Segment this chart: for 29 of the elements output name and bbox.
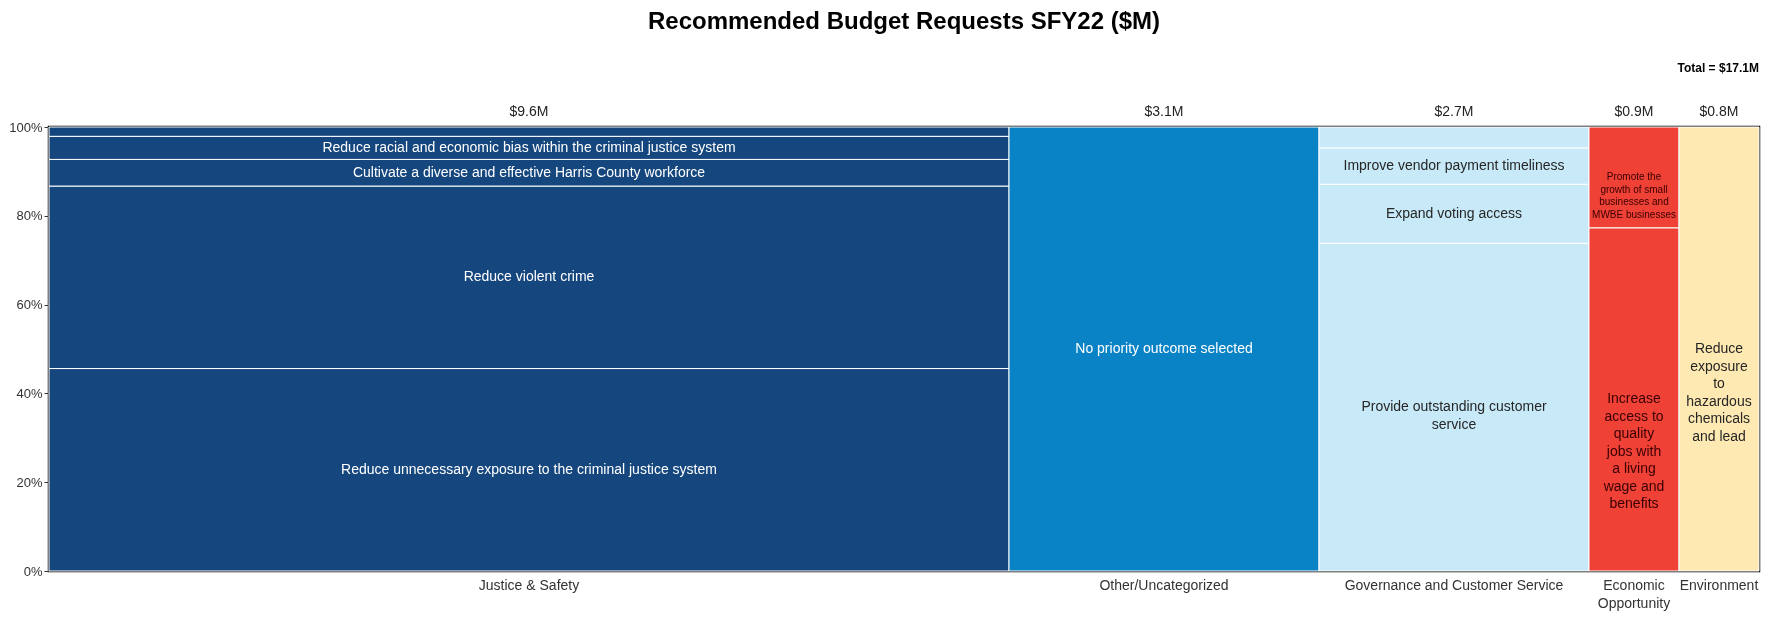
chart-title: Recommended Budget Requests SFY22 ($M) [647,7,1161,34]
x-tick-label: Economic Opportunity [1597,577,1671,611]
series-label: Expand voting access [1385,204,1523,221]
series-label: Reduce unnecessary exposure to the criminal justice system [341,460,717,477]
x-tick-label: Environment [1679,577,1759,593]
x-tick-label: Other/Uncategorized [1099,577,1229,593]
x-tick-label: Justice & Safety [478,577,580,593]
series-label: Reduce racial and economic bias within the criminal justice system [322,138,736,155]
y-tick-label: 80% [16,208,43,224]
x-tick-label: Governance and Customer Service [1344,577,1564,593]
series-label: Provide outstanding customer service [1361,398,1547,432]
series-label: Reduce exposure to hazardous chemicals and lead [1686,340,1752,444]
series-label: Reduce violent crime [463,268,595,285]
y-tick-label: 20% [16,474,43,490]
text: Total = $17.1M [1677,61,1759,75]
y-tick-label: 40% [16,385,43,401]
annotation: $0.8M [1699,103,1739,119]
annotation: $3.1M [1144,103,1184,119]
y-tick-label: 100% [9,119,43,135]
series-label: Promote the growth of small businesses and MWBE businesses [1592,171,1676,220]
series-label: No priority outcome selected [1075,340,1253,356]
annotation: $9.6M [509,103,549,119]
series-label: Cultivate a diverse and effective Harris County workforce [352,163,706,180]
y-tick-label: 0% [23,563,43,579]
y-tick-label: 60% [16,297,43,313]
annotation: $2.7M [1434,103,1474,119]
series-label: Increase access to quality jobs with a living wage and benefits [1602,390,1665,512]
series-label: Improve vendor payment timeliness [1343,157,1565,174]
annotation: $0.9M [1614,103,1654,119]
